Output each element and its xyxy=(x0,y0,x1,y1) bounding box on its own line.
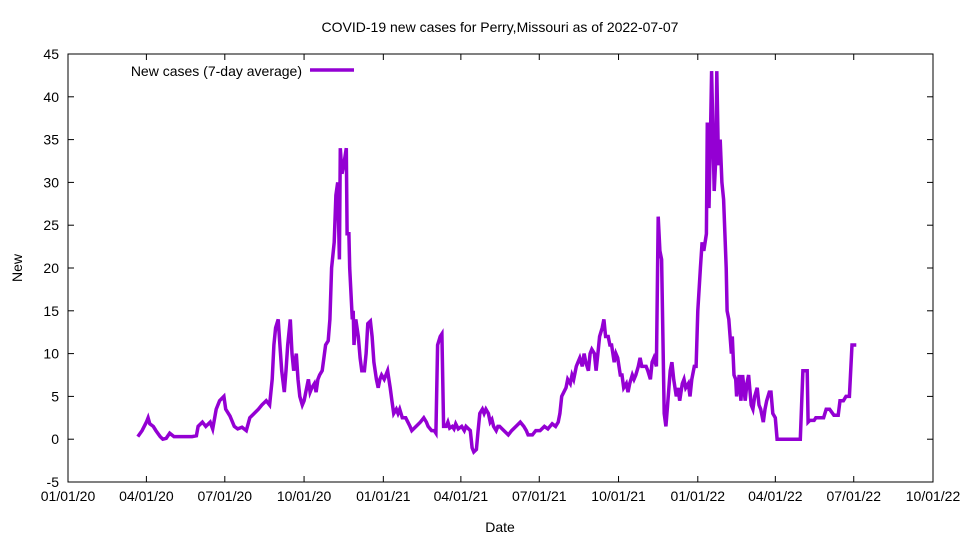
x-tick-label: 01/01/20 xyxy=(41,488,96,504)
series-line-new-cases xyxy=(136,71,857,456)
x-tick-label: 04/01/21 xyxy=(434,488,489,504)
legend: New cases (7-day average) xyxy=(131,63,354,79)
x-tick-label: 01/01/22 xyxy=(671,488,726,504)
chart-title: COVID-19 new cases for Perry,Missouri as… xyxy=(322,19,679,35)
y-tick-label: 10 xyxy=(43,346,59,362)
x-tick-label: 10/01/21 xyxy=(591,488,646,504)
y-tick-label: 30 xyxy=(43,174,59,190)
y-tick-label: 20 xyxy=(43,260,59,276)
plot-border xyxy=(67,53,934,483)
y-tick-label: 45 xyxy=(43,46,59,62)
y-tick-label: 35 xyxy=(43,132,59,148)
x-tick-label: 04/01/22 xyxy=(748,488,803,504)
x-tick-label: 07/01/22 xyxy=(826,488,881,504)
x-tick-label: 01/01/21 xyxy=(356,488,411,504)
y-tick-label: -5 xyxy=(47,474,60,490)
x-tick-label: 07/01/20 xyxy=(198,488,253,504)
x-tick-label: 07/01/21 xyxy=(512,488,567,504)
y-tick-label: 25 xyxy=(43,217,59,233)
y-axis: -5 0 5 10 15 20 25 30 35 40 45 xyxy=(43,46,933,490)
y-tick-label: 40 xyxy=(43,89,59,105)
y-tick-label: 15 xyxy=(43,303,59,319)
legend-label: New cases (7-day average) xyxy=(131,63,302,79)
y-axis-label: New xyxy=(9,253,25,282)
y-tick-label: 0 xyxy=(51,431,59,447)
x-tick-label: 04/01/20 xyxy=(119,488,174,504)
x-axis: 01/01/20 04/01/20 07/01/20 10/01/20 01/01/21… xyxy=(41,54,960,504)
x-axis-label: Date xyxy=(485,519,515,535)
x-tick-label: 10/01/20 xyxy=(277,488,332,504)
y-tick-label: 5 xyxy=(51,388,59,404)
x-tick-label: 10/01/22 xyxy=(906,488,960,504)
